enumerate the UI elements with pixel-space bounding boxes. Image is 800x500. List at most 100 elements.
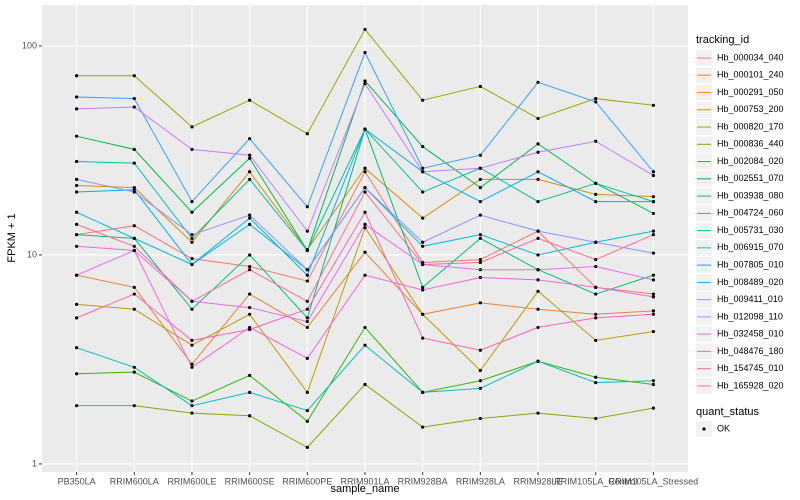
data-point: [651, 273, 655, 277]
data-point: [305, 445, 309, 449]
data-point: [594, 312, 598, 316]
data-point: [478, 257, 482, 262]
data-point: [594, 264, 598, 269]
data-point: [75, 372, 79, 376]
data-point: [536, 359, 540, 363]
data-point: [305, 408, 309, 413]
data-point: [536, 142, 540, 146]
data-point: [651, 312, 655, 316]
data-point: [132, 224, 136, 228]
legend-label: Hb_006915_070: [717, 242, 784, 252]
data-point: [305, 299, 309, 303]
data-point: [132, 285, 136, 289]
legend-label: Hb_000820_170: [717, 121, 784, 131]
x-tick-label: RRIM600LA: [110, 476, 159, 486]
legend-label: Hb_008489_020: [717, 277, 784, 287]
data-point: [651, 170, 655, 174]
data-point: [190, 199, 194, 204]
data-point: [75, 190, 79, 194]
data-point: [478, 379, 482, 383]
data-point: [132, 161, 136, 165]
data-point: [421, 216, 425, 220]
data-point: [248, 177, 252, 181]
data-point: [305, 132, 309, 136]
data-point: [190, 365, 194, 369]
data-point: [594, 240, 598, 244]
data-point: [132, 248, 136, 253]
data-point: [75, 404, 79, 408]
data-point: [363, 170, 367, 174]
data-point: [478, 348, 482, 352]
legend-label: Hb_000101_240: [717, 70, 784, 80]
data-point: [132, 188, 136, 192]
data-point: [421, 285, 425, 289]
data-point: [594, 181, 598, 185]
data-point: [421, 244, 425, 248]
x-tick-label: RRIM928BA: [398, 476, 448, 486]
data-point: [421, 240, 425, 244]
x-tick-label: RRIM600LE: [167, 476, 216, 486]
legend-label: OK: [717, 423, 730, 433]
data-point: [305, 229, 309, 233]
data-point: [536, 289, 540, 293]
data-point: [75, 346, 79, 350]
y-tick-label: 100: [22, 40, 37, 50]
data-point: [651, 173, 655, 178]
data-point: [305, 205, 309, 209]
data-point: [305, 325, 309, 330]
data-point: [190, 404, 194, 408]
data-point: [651, 309, 655, 313]
data-point: [651, 278, 655, 282]
data-point: [248, 312, 252, 316]
data-point: [248, 414, 252, 418]
data-point: [478, 386, 482, 390]
data-point: [651, 251, 655, 255]
data-point: [305, 279, 309, 283]
data-point: [248, 153, 252, 157]
data-point: [190, 299, 194, 303]
legend-label: Hb_032458_010: [717, 329, 784, 339]
data-point: [478, 236, 482, 240]
data-point: [75, 183, 79, 188]
data-point: [190, 210, 194, 214]
x-axis-title: sample_name: [330, 483, 399, 495]
data-point: [75, 107, 79, 111]
data-point: [651, 292, 655, 296]
legend-label: Hb_002551_070: [717, 173, 784, 183]
data-point: [248, 156, 252, 160]
data-point: [363, 273, 367, 277]
data-point: [132, 185, 136, 190]
data-point: [478, 213, 482, 217]
data-point: [478, 84, 482, 89]
data-point: [363, 50, 367, 55]
data-point: [421, 262, 425, 267]
data-point: [363, 250, 367, 254]
data-point: [132, 404, 136, 408]
data-point: [132, 96, 136, 101]
data-point: [190, 307, 194, 311]
data-point: [132, 244, 136, 248]
data-point: [75, 74, 79, 78]
data-point: [132, 370, 136, 374]
data-point: [248, 373, 252, 378]
data-point: [536, 199, 540, 204]
x-tick-label: RRIM600PE: [282, 476, 332, 486]
data-point: [536, 253, 540, 257]
data-point: [421, 336, 425, 340]
data-point: [478, 177, 482, 181]
legend-label: Hb_004724_060: [717, 208, 784, 218]
data-point: [305, 248, 309, 253]
y-tick-label: 10: [27, 249, 37, 259]
data-point: [132, 147, 136, 151]
data-point: [536, 307, 540, 311]
data-point: [248, 222, 252, 226]
x-tick-label: RRIM600SE: [225, 476, 275, 486]
data-point: [132, 190, 136, 194]
data-point: [190, 399, 194, 403]
data-point: [594, 199, 598, 204]
data-point: [305, 319, 309, 324]
data-point: [248, 305, 252, 310]
data-point: [363, 222, 367, 226]
data-point: [594, 192, 598, 196]
data-point: [248, 170, 252, 174]
